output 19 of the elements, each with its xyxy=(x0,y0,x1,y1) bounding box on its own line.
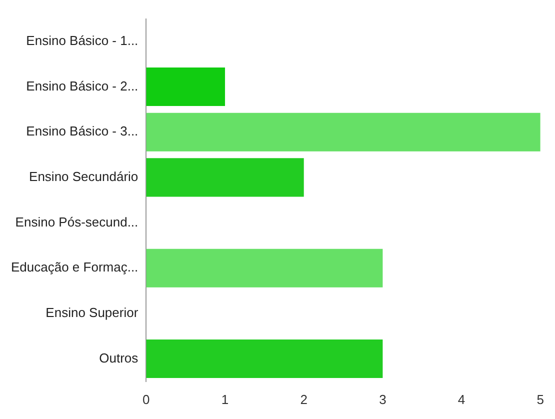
x-tick-label: 1 xyxy=(221,392,229,407)
bar xyxy=(146,112,540,152)
bar xyxy=(146,68,226,106)
x-tick-label: 0 xyxy=(142,392,150,407)
y-tick-label: Ensino Superior xyxy=(46,304,139,320)
y-tick-label: Ensino Pós-secund... xyxy=(15,214,138,230)
y-tick-label: Ensino Básico - 2... xyxy=(26,78,138,94)
y-tick-label: Ensino Secundário xyxy=(29,169,138,184)
bar xyxy=(146,158,304,197)
bar xyxy=(146,248,383,288)
y-tick-label: Educação e Formaç... xyxy=(10,260,138,275)
x-tick-label: 5 xyxy=(536,392,544,407)
x-tick-label: 2 xyxy=(300,392,308,407)
x-tick-label: 3 xyxy=(379,392,386,407)
y-tick-label: Ensino Básico - 3... xyxy=(26,124,138,139)
y-tick-label: Outros xyxy=(99,350,139,366)
x-tick-label: 4 xyxy=(458,392,466,407)
bar xyxy=(146,339,383,378)
y-tick-label: Ensino Básico - 1... xyxy=(26,33,138,48)
